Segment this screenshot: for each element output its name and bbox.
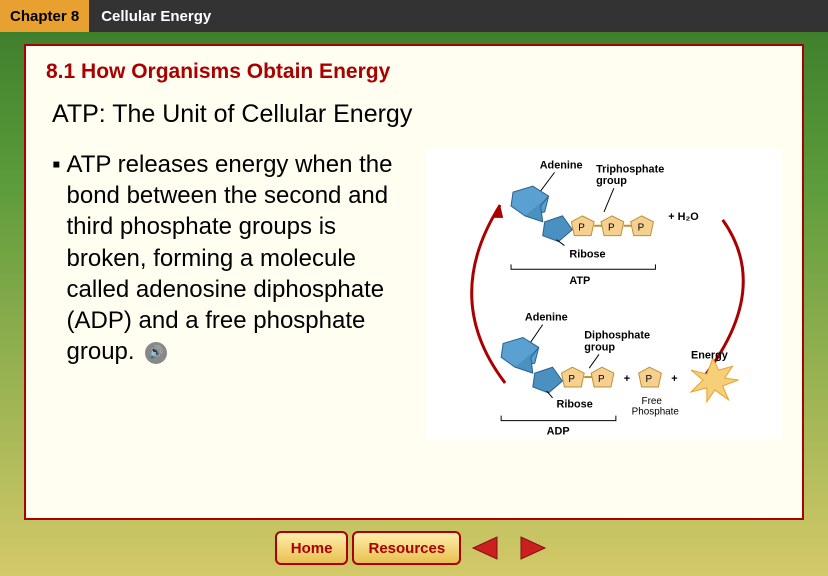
d-h2o: + H₂O [668, 211, 698, 223]
section-heading: 8.1 How Organisms Obtain Energy [46, 60, 782, 84]
next-arrow[interactable] [511, 531, 553, 565]
chapter-label: Chapter 8 [10, 8, 79, 25]
bullet-block: ▪ ATP releases energy when the bond betw… [46, 149, 416, 439]
chapter-title: Cellular Energy [89, 0, 223, 32]
home-button[interactable]: Home [275, 531, 349, 565]
header-bar: Chapter 8 Cellular Energy [0, 0, 828, 32]
phosphate-top-3: P [631, 216, 654, 236]
svg-text:group: group [584, 341, 615, 353]
prev-arrow[interactable] [465, 531, 507, 565]
svg-text:Free: Free [642, 396, 663, 407]
svg-text:Energy: Energy [691, 349, 728, 361]
d-adenine-bot: Adenine [525, 312, 568, 324]
d-tri-top: Triphosphate [596, 163, 664, 175]
svg-text:P: P [568, 374, 575, 385]
content-panel: 8.1 How Organisms Obtain Energy ATP: The… [24, 44, 804, 520]
chapter-tab: Chapter 8 [0, 0, 89, 32]
home-label: Home [291, 540, 333, 557]
svg-text:group: group [596, 175, 627, 187]
svg-text:Diphosphate: Diphosphate [584, 330, 650, 342]
svg-text:P: P [598, 374, 605, 385]
chapter-title-text: Cellular Energy [101, 8, 211, 25]
bullet-marker: ▪ [52, 149, 61, 439]
svg-text:P: P [638, 223, 645, 234]
svg-text:Phosphate: Phosphate [632, 407, 680, 418]
d-adenine-top: Adenine [540, 159, 583, 171]
svg-text:+: + [671, 373, 677, 385]
bottom-nav: Home Resources [0, 526, 828, 570]
energy-burst: Energy [691, 349, 738, 402]
section-subtitle: ATP: The Unit of Cellular Energy [52, 100, 782, 129]
phosphate-top-2: P [601, 216, 624, 236]
body-row: ▪ ATP releases energy when the bond betw… [46, 149, 782, 439]
svg-text:Ribose: Ribose [557, 399, 593, 411]
svg-text:P: P [578, 223, 585, 234]
svg-text:P: P [646, 374, 653, 385]
svg-text:+: + [624, 373, 630, 385]
atp-adp-diagram: Adenine Triphosphate group P P P + H₂O R… [426, 149, 782, 439]
svg-text:P: P [608, 223, 615, 234]
phosphate-top-1: P [571, 216, 594, 236]
resources-label: Resources [368, 540, 445, 557]
resources-button[interactable]: Resources [352, 531, 461, 565]
svg-text:ADP: ADP [547, 425, 570, 437]
d-ribose-top: Ribose [569, 248, 605, 260]
audio-icon[interactable]: 🔊 [145, 342, 167, 364]
bullet-text: ATP releases energy when the bond betwee… [67, 149, 416, 439]
d-atp-name: ATP [569, 275, 590, 287]
